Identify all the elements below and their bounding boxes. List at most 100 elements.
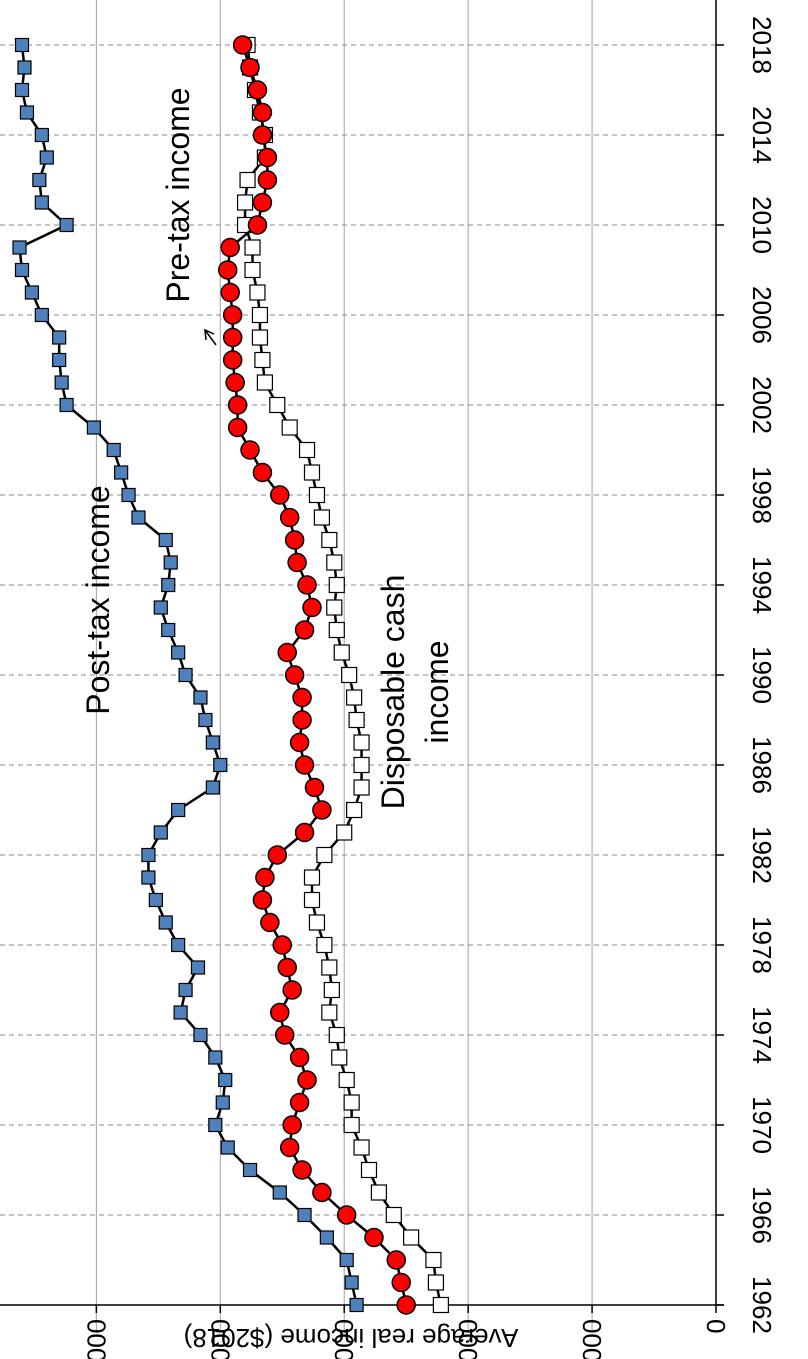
- disposable-cash-income-point: [432, 1296, 449, 1314]
- year-tick-label: 1966: [747, 1186, 777, 1244]
- pre-tax-income-point: [222, 327, 243, 348]
- pre-tax-income-point: [312, 800, 332, 820]
- disposable-cash-income-point: [316, 846, 333, 864]
- pre-tax-income-point: [294, 620, 315, 640]
- year-tick-label: 2018: [747, 16, 777, 74]
- pre-tax-income-point: [304, 777, 325, 798]
- post-tax-income-point: [178, 667, 193, 683]
- pre-tax-income-point: [270, 1002, 290, 1023]
- pre-tax-income-point: [257, 147, 278, 168]
- pre-tax-income-point: [292, 1160, 312, 1180]
- year-tick-label: 1974: [747, 1006, 777, 1064]
- year-tick-label: 1970: [747, 1096, 777, 1154]
- pre-tax-income-point: [252, 102, 273, 123]
- post-tax-income-point: [32, 172, 47, 188]
- pre-tax-income-point: [260, 912, 280, 933]
- pre-tax-income-point: [279, 507, 300, 528]
- pre-tax-arrowhead: [204, 328, 215, 341]
- post-tax-income-point: [158, 532, 173, 548]
- disposable-cash-income-point: [321, 959, 338, 976]
- pre-tax-income-point: [252, 462, 273, 483]
- pre-tax-income-point: [312, 1182, 332, 1203]
- pre-tax-income-point: [284, 665, 305, 685]
- pre-tax-income-point: [267, 845, 288, 865]
- post-tax-income-point: [17, 60, 32, 75]
- post-tax-income-point: [339, 1252, 354, 1268]
- post-tax-income-point: [19, 105, 35, 120]
- year-tick-label: 2006: [747, 286, 777, 344]
- year-tick-label: 2014: [747, 106, 777, 164]
- post-tax-income-point: [86, 420, 101, 435]
- post-tax-income-point: [24, 285, 40, 300]
- post-tax-income-point: [153, 600, 168, 615]
- pre-tax-income-point: [282, 980, 302, 1000]
- year-tick-label: 1962: [747, 1276, 777, 1334]
- disposable-cash-income-point: [328, 1026, 345, 1044]
- pre-tax-income-point: [227, 417, 248, 438]
- post-tax-income-point: [319, 1230, 334, 1245]
- post-tax-income-point: [173, 1005, 188, 1020]
- post-tax-income-point: [14, 37, 30, 53]
- pre-tax-income-point: [294, 822, 315, 843]
- disposable-cash-income-point: [323, 981, 340, 999]
- pre-tax-income-point: [247, 215, 268, 235]
- pre-tax-income-point: [391, 1272, 411, 1293]
- pre-tax-income-point: [297, 1070, 317, 1090]
- disposable-cash-income-point: [254, 351, 271, 369]
- post-tax-income-point: [215, 1095, 230, 1110]
- post-tax-income-point: [349, 1297, 364, 1313]
- disposable-cash-income-point: [427, 1274, 445, 1291]
- post-tax-income-point: [344, 1275, 359, 1290]
- value-axis-title: Average real income ($2018): [184, 1323, 519, 1353]
- pre-tax-income-point: [270, 485, 290, 505]
- disposable-cash-income-point: [239, 171, 256, 189]
- disposable-cash-income-point: [244, 239, 261, 256]
- pre-tax-income-point: [240, 440, 260, 460]
- pre-tax-income-point: [222, 305, 243, 325]
- series-layer: [12, 35, 449, 1315]
- pre-tax-income-point: [294, 755, 315, 775]
- dci-label-line2: income: [419, 640, 455, 743]
- post-tax-income-point: [193, 1027, 208, 1043]
- disposable-cash-income-point: [303, 869, 321, 886]
- post-tax-income-point: [190, 960, 206, 975]
- tick-labels: 1962 1966 1970 1974 1978 1982 1986 1990 1994 1998…: [81, 16, 777, 1359]
- year-tick-label: 1998: [747, 466, 777, 524]
- disposable-cash-income-point: [333, 644, 350, 661]
- post-tax-income-point: [171, 645, 186, 660]
- disposable-cash-income-point: [236, 194, 254, 211]
- post-tax-income-point: [153, 825, 168, 840]
- disposable-cash-income-point: [338, 1071, 355, 1089]
- pre-tax-income-point: [257, 170, 278, 190]
- pre-tax-income-point: [396, 1295, 416, 1315]
- disposable-cash-income-point: [346, 689, 363, 706]
- disposable-cash-income-point: [308, 914, 326, 931]
- disposable-cash-income-point: [316, 936, 333, 954]
- post-tax-income-point: [158, 915, 173, 930]
- disposable-cash-income-point: [336, 824, 353, 841]
- pre-tax-income-point: [289, 732, 310, 753]
- disposable-cash-income-point: [425, 1251, 442, 1269]
- post-tax-income-point: [220, 1140, 235, 1155]
- post-tax-income-point: [34, 127, 49, 143]
- disposable-cash-income-point: [370, 1184, 388, 1201]
- post-tax-income-point: [205, 735, 220, 750]
- post-tax-label: Post-tax income: [80, 485, 116, 714]
- disposable-cash-income-point: [331, 1049, 348, 1066]
- disposable-cash-income-point: [308, 486, 326, 504]
- pre-tax-income-point: [222, 350, 243, 370]
- disposable-cash-income-point: [298, 441, 316, 459]
- pre-tax-income-point: [217, 260, 238, 280]
- post-tax-income-point: [59, 217, 74, 233]
- year-tick-label: 2010: [747, 196, 777, 254]
- post-tax-income-point: [131, 510, 146, 525]
- disposable-cash-income-point: [346, 801, 363, 819]
- post-tax-income-point: [193, 690, 208, 705]
- disposable-cash-income-point: [303, 891, 321, 909]
- annotations: Post-tax income Pre-tax income Disposable …: [80, 87, 455, 809]
- pre-tax-label: Pre-tax income: [160, 87, 196, 302]
- disposable-cash-income-point: [244, 261, 261, 279]
- disposable-cash-income-point: [348, 711, 365, 729]
- disposable-cash-income-point: [353, 779, 370, 796]
